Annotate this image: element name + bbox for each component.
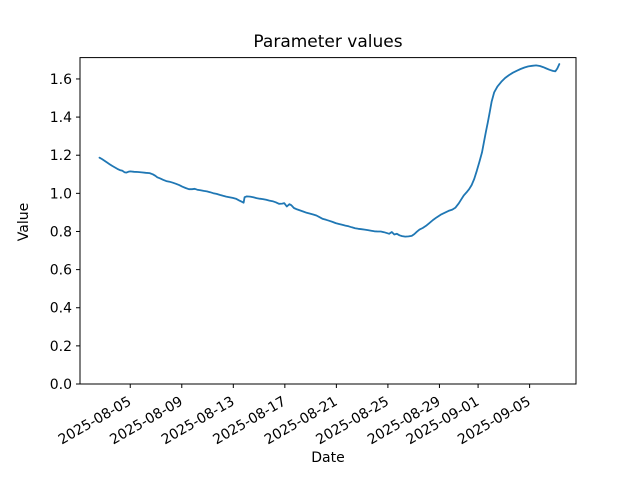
x-axis-label: Date [311, 450, 345, 466]
y-tick-label: 1.2 [50, 148, 72, 164]
y-tick-label: 1.4 [50, 110, 72, 126]
y-tick-label: 0.0 [50, 377, 72, 393]
y-tick-label: 1.0 [50, 186, 72, 202]
y-tick-label: 0.2 [50, 339, 72, 355]
y-tick-label: 0.4 [50, 301, 72, 317]
axes-spines [79, 57, 577, 385]
data-line-parameter-value [98, 63, 561, 238]
y-tick-label: 0.8 [50, 224, 72, 240]
y-tick-label: 1.6 [50, 72, 72, 88]
y-tick-label: 0.6 [50, 263, 72, 279]
y-axis-label: Value [16, 202, 32, 242]
chart-title: Parameter values [253, 32, 403, 52]
